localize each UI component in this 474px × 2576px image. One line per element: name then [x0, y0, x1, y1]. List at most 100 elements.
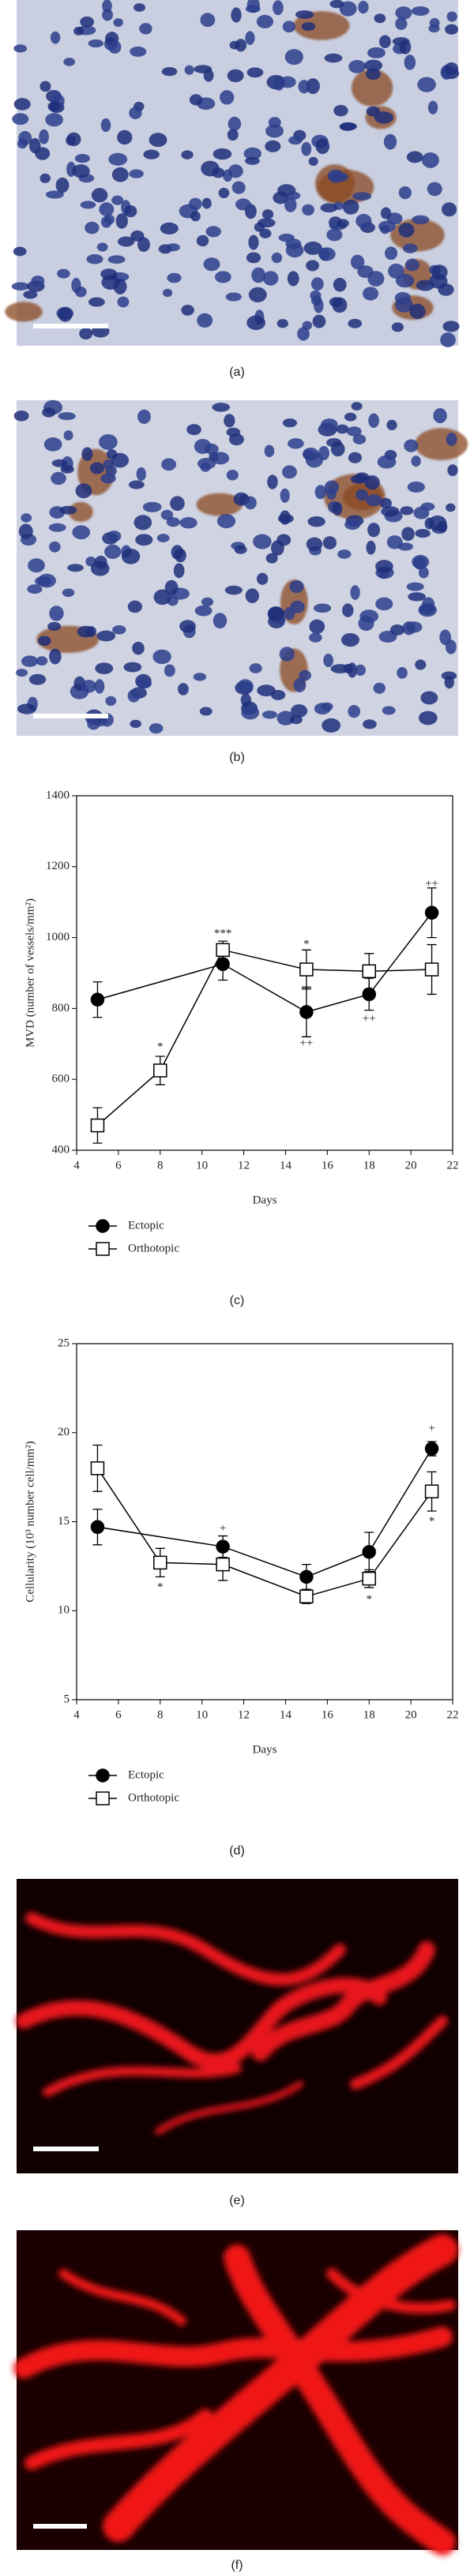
nucleus — [112, 624, 126, 635]
legend-marker — [96, 1791, 110, 1805]
vessels-f — [13, 2234, 458, 2555]
nucleus — [446, 503, 456, 512]
nucleus — [48, 523, 66, 532]
y-tick-label: 600 — [52, 1073, 70, 1086]
nucleus — [18, 130, 32, 145]
marker — [153, 1555, 167, 1570]
nucleus — [224, 585, 243, 595]
nucleus — [428, 24, 440, 33]
y-tick-label: 10 — [58, 1604, 70, 1617]
nucleus — [337, 549, 352, 559]
nucleus — [13, 44, 28, 53]
nucleus — [99, 202, 115, 216]
nucleus — [358, 1, 369, 14]
vessel — [350, 2015, 448, 2090]
nucleus — [404, 54, 416, 70]
nucleus — [289, 580, 304, 594]
nucleus — [243, 147, 261, 160]
nucleus — [45, 113, 63, 127]
nucleus — [301, 141, 312, 156]
nucleus — [204, 443, 219, 455]
nucleus — [444, 676, 454, 689]
nucleus — [181, 305, 194, 316]
nucleus — [129, 169, 144, 178]
nucleus — [379, 497, 392, 509]
nucleus — [40, 173, 51, 183]
nucleus — [262, 271, 279, 286]
vessel-stain — [5, 302, 43, 322]
nucleus — [386, 535, 403, 549]
nucleus — [282, 21, 296, 33]
nucleus — [447, 464, 458, 477]
nucleus — [401, 527, 415, 542]
marker — [424, 906, 439, 920]
nucleus — [391, 322, 404, 332]
nucleus — [34, 576, 52, 587]
nucleus — [223, 169, 233, 182]
nucleus — [226, 469, 239, 481]
nucleus — [299, 669, 312, 681]
nucleus — [415, 528, 431, 538]
marker — [362, 1571, 376, 1586]
nucleus — [67, 564, 84, 572]
nucleus — [103, 214, 115, 225]
nucleus — [115, 213, 128, 229]
nucleus — [162, 288, 173, 298]
nucleus — [137, 409, 151, 424]
nucleus — [284, 197, 297, 212]
nucleus — [57, 268, 70, 279]
nucleus — [306, 537, 323, 552]
cells — [5, 0, 460, 347]
nucleus — [13, 411, 29, 422]
nucleus — [89, 462, 105, 474]
nucleus — [279, 510, 291, 525]
nucleus — [197, 313, 213, 328]
nucleus — [373, 682, 386, 694]
nucleus — [96, 242, 108, 252]
vessel-stain — [196, 493, 243, 516]
nucleus — [342, 603, 354, 617]
x-tick-label: 18 — [363, 1159, 375, 1172]
nucleus — [227, 69, 244, 83]
marker — [299, 1005, 314, 1019]
nucleus — [167, 272, 182, 283]
marker — [90, 1461, 105, 1475]
nucleus — [137, 237, 150, 253]
nucleus — [276, 534, 292, 546]
nucleus — [321, 418, 338, 431]
nucleus — [108, 40, 122, 54]
nucleus — [130, 719, 142, 728]
nucleus — [36, 656, 48, 666]
legend-label: Orthotopic — [128, 1791, 179, 1804]
nucleus — [248, 287, 267, 302]
nucleus — [257, 684, 276, 697]
nucleus — [333, 104, 348, 117]
nucleus — [412, 215, 430, 225]
nucleus — [366, 68, 381, 81]
nucleus — [313, 603, 332, 613]
nucleus — [77, 625, 95, 638]
nucleus — [51, 471, 66, 486]
marker — [299, 1569, 314, 1584]
x-tick-label: 12 — [238, 1708, 250, 1721]
nucleus — [108, 152, 128, 166]
x-tick-label: 4 — [73, 1708, 80, 1721]
x-tick-label: 22 — [447, 1708, 459, 1721]
nucleus — [329, 172, 349, 182]
nucleus — [128, 480, 145, 489]
nucleus — [363, 287, 379, 301]
nucleus — [117, 296, 130, 308]
nucleus — [45, 190, 64, 199]
annotation: ++ — [299, 1037, 313, 1050]
nucleus — [63, 430, 73, 441]
x-tick-label: 14 — [280, 1159, 292, 1172]
nucleus — [27, 584, 43, 594]
nucleus — [139, 23, 152, 35]
nucleus — [94, 555, 107, 569]
nucleus — [218, 187, 230, 199]
nucleus — [440, 332, 456, 347]
nucleus — [137, 678, 152, 689]
nucleus — [408, 592, 426, 602]
nucleus — [310, 277, 324, 291]
